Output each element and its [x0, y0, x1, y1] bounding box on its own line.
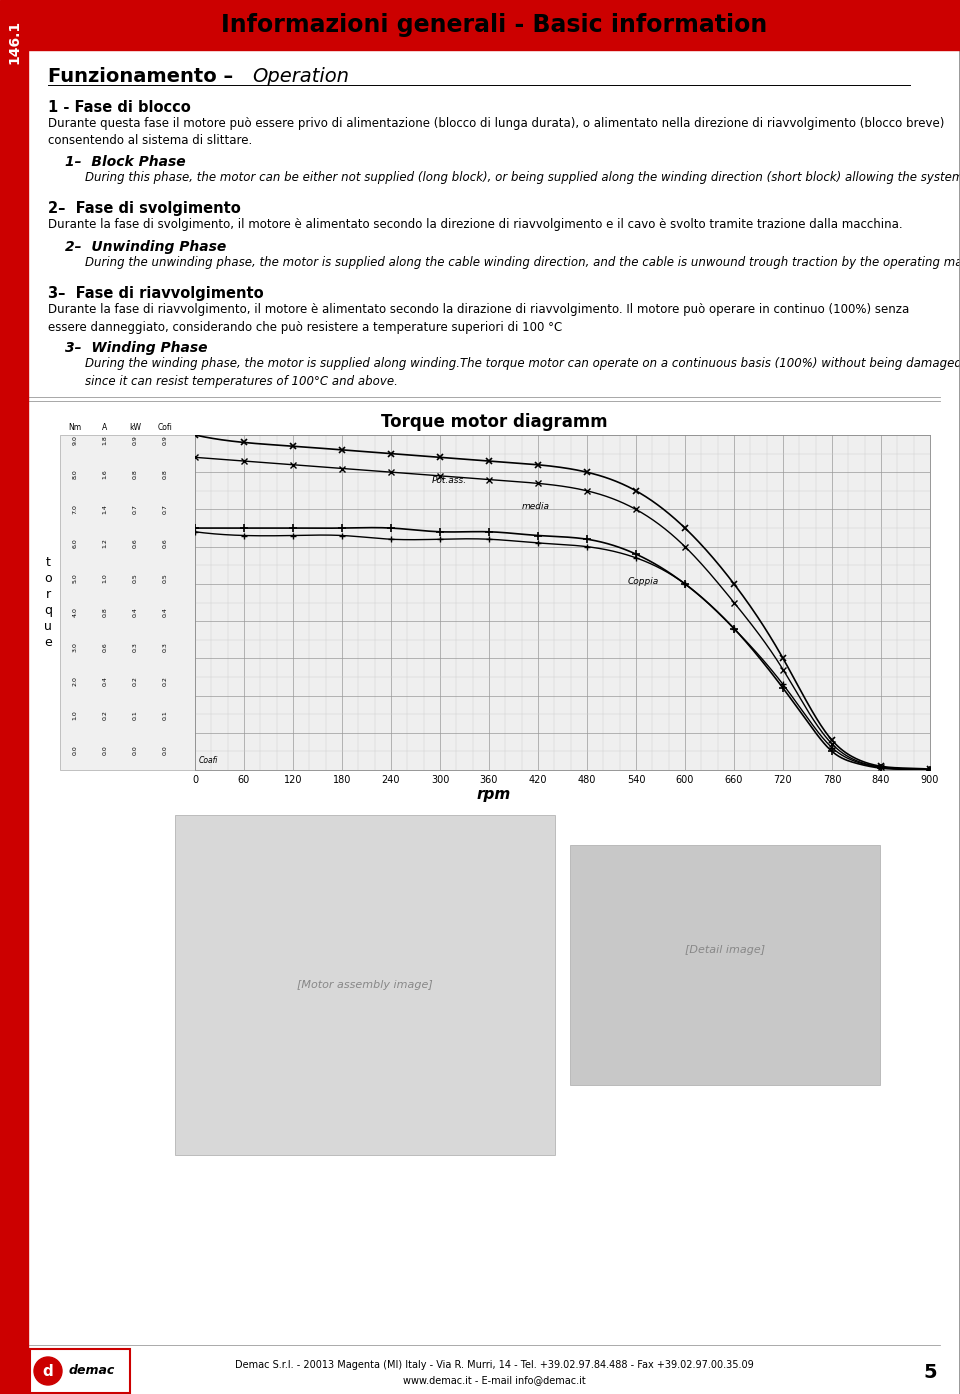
Text: 0.9: 0.9: [162, 435, 167, 445]
Text: 1.2: 1.2: [103, 538, 108, 548]
Bar: [570, 845, 880, 1085]
Bar: [60, 435, 930, 769]
Text: 3.0: 3.0: [73, 641, 78, 651]
Text: [Motor assembly image]: [Motor assembly image]: [298, 980, 433, 990]
Text: Informazioni generali - Basic information: Informazioni generali - Basic informatio…: [221, 13, 767, 38]
Text: [Detail image]: [Detail image]: [684, 945, 765, 955]
Text: 2–  Fase di svolgimento: 2– Fase di svolgimento: [48, 201, 241, 216]
Text: Durante questa fase il motore può essere privo di alimentazione (blocco di lunga: Durante questa fase il motore può essere…: [48, 117, 945, 148]
Text: 0.0: 0.0: [103, 746, 108, 756]
Text: 6.0: 6.0: [73, 538, 78, 548]
Text: www.demac.it - E-mail info@demac.it: www.demac.it - E-mail info@demac.it: [402, 1374, 586, 1386]
Text: 0.2: 0.2: [132, 676, 137, 686]
Text: 0.4: 0.4: [162, 608, 167, 618]
Text: 2–  Unwinding Phase: 2– Unwinding Phase: [65, 240, 227, 254]
Text: 0.8: 0.8: [132, 470, 137, 480]
Text: demac: demac: [69, 1365, 115, 1377]
Text: 0.7: 0.7: [162, 505, 167, 514]
Text: t
o
r
q
u
e: t o r q u e: [44, 556, 52, 650]
Text: Operation: Operation: [252, 67, 349, 85]
Text: d: d: [42, 1363, 54, 1379]
Text: During the winding phase, the motor is supplied along winding.The torque motor c: During the winding phase, the motor is s…: [85, 357, 960, 388]
Text: 3–  Fase di riavvolgimento: 3– Fase di riavvolgimento: [48, 286, 264, 301]
Text: Torque motor diagramm: Torque motor diagramm: [381, 413, 608, 431]
Bar: [30, 1349, 130, 1393]
Text: 0.2: 0.2: [103, 711, 108, 721]
Text: 1–  Block Phase: 1– Block Phase: [65, 155, 185, 169]
Text: 0.7: 0.7: [132, 505, 137, 514]
Text: 0.1: 0.1: [132, 711, 137, 721]
Text: 9.0: 9.0: [73, 435, 78, 445]
Text: 1 - Fase di blocco: 1 - Fase di blocco: [48, 100, 191, 114]
Text: 0.2: 0.2: [162, 676, 167, 686]
Text: 3–  Winding Phase: 3– Winding Phase: [65, 342, 207, 355]
Text: Durante la fase di riavvolgimento, il motore è alimentato secondo la dirazione d: Durante la fase di riavvolgimento, il mo…: [48, 302, 909, 333]
Circle shape: [34, 1356, 62, 1386]
Text: 4.0: 4.0: [73, 608, 78, 618]
Text: A: A: [103, 422, 108, 432]
Text: 1.4: 1.4: [103, 505, 108, 514]
Text: Demac S.r.l. - 20013 Magenta (MI) Italy - Via R. Murri, 14 - Tel. +39.02.97.84.4: Demac S.r.l. - 20013 Magenta (MI) Italy …: [234, 1361, 754, 1370]
Bar: [0, 0, 28, 1394]
Text: Funzionamento –: Funzionamento –: [48, 67, 240, 85]
Text: 7.0: 7.0: [73, 505, 78, 514]
Text: 1.0: 1.0: [73, 711, 78, 721]
Text: kW: kW: [129, 422, 141, 432]
Text: During this phase, the motor can be either not supplied (long block), or being s: During this phase, the motor can be eith…: [85, 171, 960, 184]
Bar: [28, 0, 960, 50]
Text: 0.5: 0.5: [162, 573, 167, 583]
Text: 1.0: 1.0: [103, 573, 108, 583]
Text: Cofi: Cofi: [157, 422, 173, 432]
Text: Nm: Nm: [68, 422, 82, 432]
Text: 2.0: 2.0: [73, 676, 78, 686]
Text: 1.6: 1.6: [103, 470, 108, 480]
Text: 8.0: 8.0: [73, 470, 78, 480]
Text: 0.0: 0.0: [132, 746, 137, 756]
Text: Coafi: Coafi: [199, 756, 219, 764]
Text: 0.6: 0.6: [103, 641, 108, 651]
Text: During the unwinding phase, the motor is supplied along the cable winding direct: During the unwinding phase, the motor is…: [85, 256, 960, 269]
Text: Coppia: Coppia: [628, 577, 660, 585]
Text: 0.0: 0.0: [73, 746, 78, 756]
Text: rpm: rpm: [477, 788, 511, 803]
Text: 0.0: 0.0: [162, 746, 167, 756]
Text: 0.1: 0.1: [162, 711, 167, 721]
Text: 0.6: 0.6: [162, 538, 167, 548]
Text: 0.8: 0.8: [103, 608, 108, 618]
Text: media: media: [521, 502, 550, 512]
Text: 0.8: 0.8: [162, 470, 167, 480]
Text: 5.0: 5.0: [73, 573, 78, 583]
Text: 0.3: 0.3: [132, 641, 137, 651]
Text: 0.5: 0.5: [132, 573, 137, 583]
Text: 0.6: 0.6: [132, 538, 137, 548]
Bar: [175, 815, 555, 1156]
Text: 0.4: 0.4: [132, 608, 137, 618]
Text: 0.3: 0.3: [162, 641, 167, 651]
Text: 146.1: 146.1: [7, 20, 21, 64]
Text: Durante la fase di svolgimento, il motore è alimentato secondo la direzione di r: Durante la fase di svolgimento, il motor…: [48, 217, 902, 231]
Text: 5: 5: [924, 1363, 937, 1383]
Text: 1.8: 1.8: [103, 435, 108, 445]
Text: 0.4: 0.4: [103, 676, 108, 686]
Text: 0.9: 0.9: [132, 435, 137, 445]
Text: Pot.ass.: Pot.ass.: [432, 477, 467, 485]
